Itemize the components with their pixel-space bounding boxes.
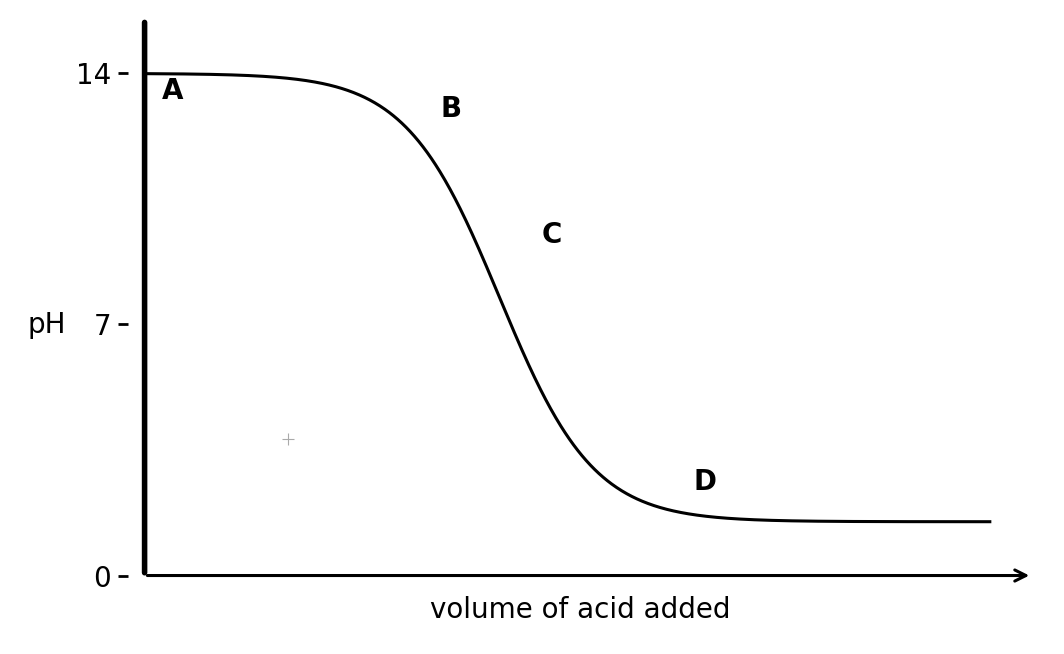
Text: D: D: [694, 468, 717, 496]
Text: B: B: [440, 95, 462, 124]
X-axis label: volume of acid added: volume of acid added: [430, 596, 730, 625]
Text: C: C: [542, 221, 562, 249]
Text: A: A: [162, 77, 183, 105]
Y-axis label: pH: pH: [27, 311, 66, 339]
